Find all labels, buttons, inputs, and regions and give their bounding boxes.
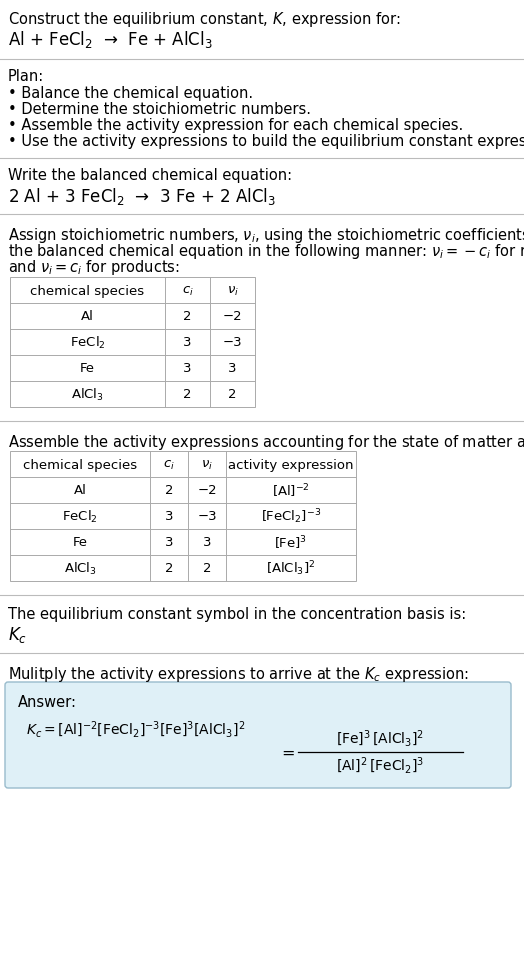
Text: • Assemble the activity expression for each chemical species.: • Assemble the activity expression for e… (8, 118, 463, 133)
Text: chemical species: chemical species (23, 458, 137, 472)
Text: Fe: Fe (72, 536, 88, 550)
Text: 2: 2 (228, 388, 237, 402)
Text: Plan:: Plan: (8, 69, 44, 84)
Text: $=$: $=$ (278, 745, 295, 759)
Text: • Use the activity expressions to build the equilibrium constant expression.: • Use the activity expressions to build … (8, 134, 524, 149)
Text: −3: −3 (197, 510, 217, 524)
Text: Assemble the activity expressions accounting for the state of matter and $\nu_i$: Assemble the activity expressions accoun… (8, 433, 524, 452)
Text: FeCl$_2$: FeCl$_2$ (62, 509, 98, 525)
Text: [FeCl$_2$]$^{-3}$: [FeCl$_2$]$^{-3}$ (261, 507, 321, 527)
Text: 2 Al + 3 FeCl$_2$  →  3 Fe + 2 AlCl$_3$: 2 Al + 3 FeCl$_2$ → 3 Fe + 2 AlCl$_3$ (8, 186, 276, 207)
Text: $K_c = [\mathrm{Al}]^{-2}[\mathrm{FeCl_2}]^{-3}[\mathrm{Fe}]^{3}[\mathrm{AlCl_3}: $K_c = [\mathrm{Al}]^{-2}[\mathrm{FeCl_2… (26, 720, 245, 740)
Text: • Balance the chemical equation.: • Balance the chemical equation. (8, 86, 253, 101)
Text: and $\nu_i = c_i$ for products:: and $\nu_i = c_i$ for products: (8, 258, 180, 277)
Text: $c_i$: $c_i$ (182, 284, 193, 298)
Text: Assign stoichiometric numbers, $\nu_i$, using the stoichiometric coefficients, $: Assign stoichiometric numbers, $\nu_i$, … (8, 226, 524, 245)
Text: $[\mathrm{Al}]^2\,[\mathrm{FeCl_2}]^3$: $[\mathrm{Al}]^2\,[\mathrm{FeCl_2}]^3$ (336, 755, 424, 776)
Text: activity expression: activity expression (228, 458, 354, 472)
Text: −3: −3 (223, 336, 242, 350)
Text: [Al]$^{-2}$: [Al]$^{-2}$ (272, 482, 310, 500)
Text: Al + FeCl$_2$  →  Fe + AlCl$_3$: Al + FeCl$_2$ → Fe + AlCl$_3$ (8, 29, 213, 50)
Text: 2: 2 (165, 484, 173, 498)
Text: $c_i$: $c_i$ (163, 458, 175, 472)
Text: 3: 3 (203, 536, 211, 550)
Text: $[\mathrm{Fe}]^3\,[\mathrm{AlCl_3}]^2$: $[\mathrm{Fe}]^3\,[\mathrm{AlCl_3}]^2$ (336, 728, 424, 750)
Text: 3: 3 (228, 362, 237, 376)
Text: the balanced chemical equation in the following manner: $\nu_i = -c_i$ for react: the balanced chemical equation in the fo… (8, 242, 524, 261)
Text: 2: 2 (183, 310, 192, 324)
Bar (10, 277, 255, 407)
Text: 3: 3 (165, 510, 173, 524)
Text: $K_c$: $K_c$ (8, 625, 27, 645)
Text: −2: −2 (223, 310, 242, 324)
Text: chemical species: chemical species (30, 284, 145, 298)
Text: [Fe]$^3$: [Fe]$^3$ (275, 534, 308, 552)
Text: −2: −2 (197, 484, 217, 498)
Text: Fe: Fe (80, 362, 95, 376)
Text: 3: 3 (183, 362, 192, 376)
Text: 2: 2 (183, 388, 192, 402)
Text: $\nu_i$: $\nu_i$ (201, 458, 213, 472)
Text: $\nu_i$: $\nu_i$ (226, 284, 238, 298)
Text: AlCl$_3$: AlCl$_3$ (71, 387, 104, 403)
Text: Mulitply the activity expressions to arrive at the $K_c$ expression:: Mulitply the activity expressions to arr… (8, 665, 469, 684)
Text: Al: Al (81, 310, 94, 324)
Text: • Determine the stoichiometric numbers.: • Determine the stoichiometric numbers. (8, 102, 311, 117)
Bar (10, 451, 356, 581)
Text: Answer:: Answer: (18, 695, 77, 710)
Text: [AlCl$_3$]$^2$: [AlCl$_3$]$^2$ (266, 559, 315, 579)
Text: Write the balanced chemical equation:: Write the balanced chemical equation: (8, 168, 292, 183)
Text: The equilibrium constant symbol in the concentration basis is:: The equilibrium constant symbol in the c… (8, 607, 466, 622)
Text: FeCl$_2$: FeCl$_2$ (70, 335, 105, 351)
Text: 3: 3 (165, 536, 173, 550)
Text: AlCl$_3$: AlCl$_3$ (63, 561, 96, 577)
Text: Construct the equilibrium constant, $K$, expression for:: Construct the equilibrium constant, $K$,… (8, 10, 401, 29)
Text: 3: 3 (183, 336, 192, 350)
FancyBboxPatch shape (5, 682, 511, 788)
Text: 2: 2 (165, 562, 173, 576)
Text: 2: 2 (203, 562, 211, 576)
Text: Al: Al (73, 484, 86, 498)
